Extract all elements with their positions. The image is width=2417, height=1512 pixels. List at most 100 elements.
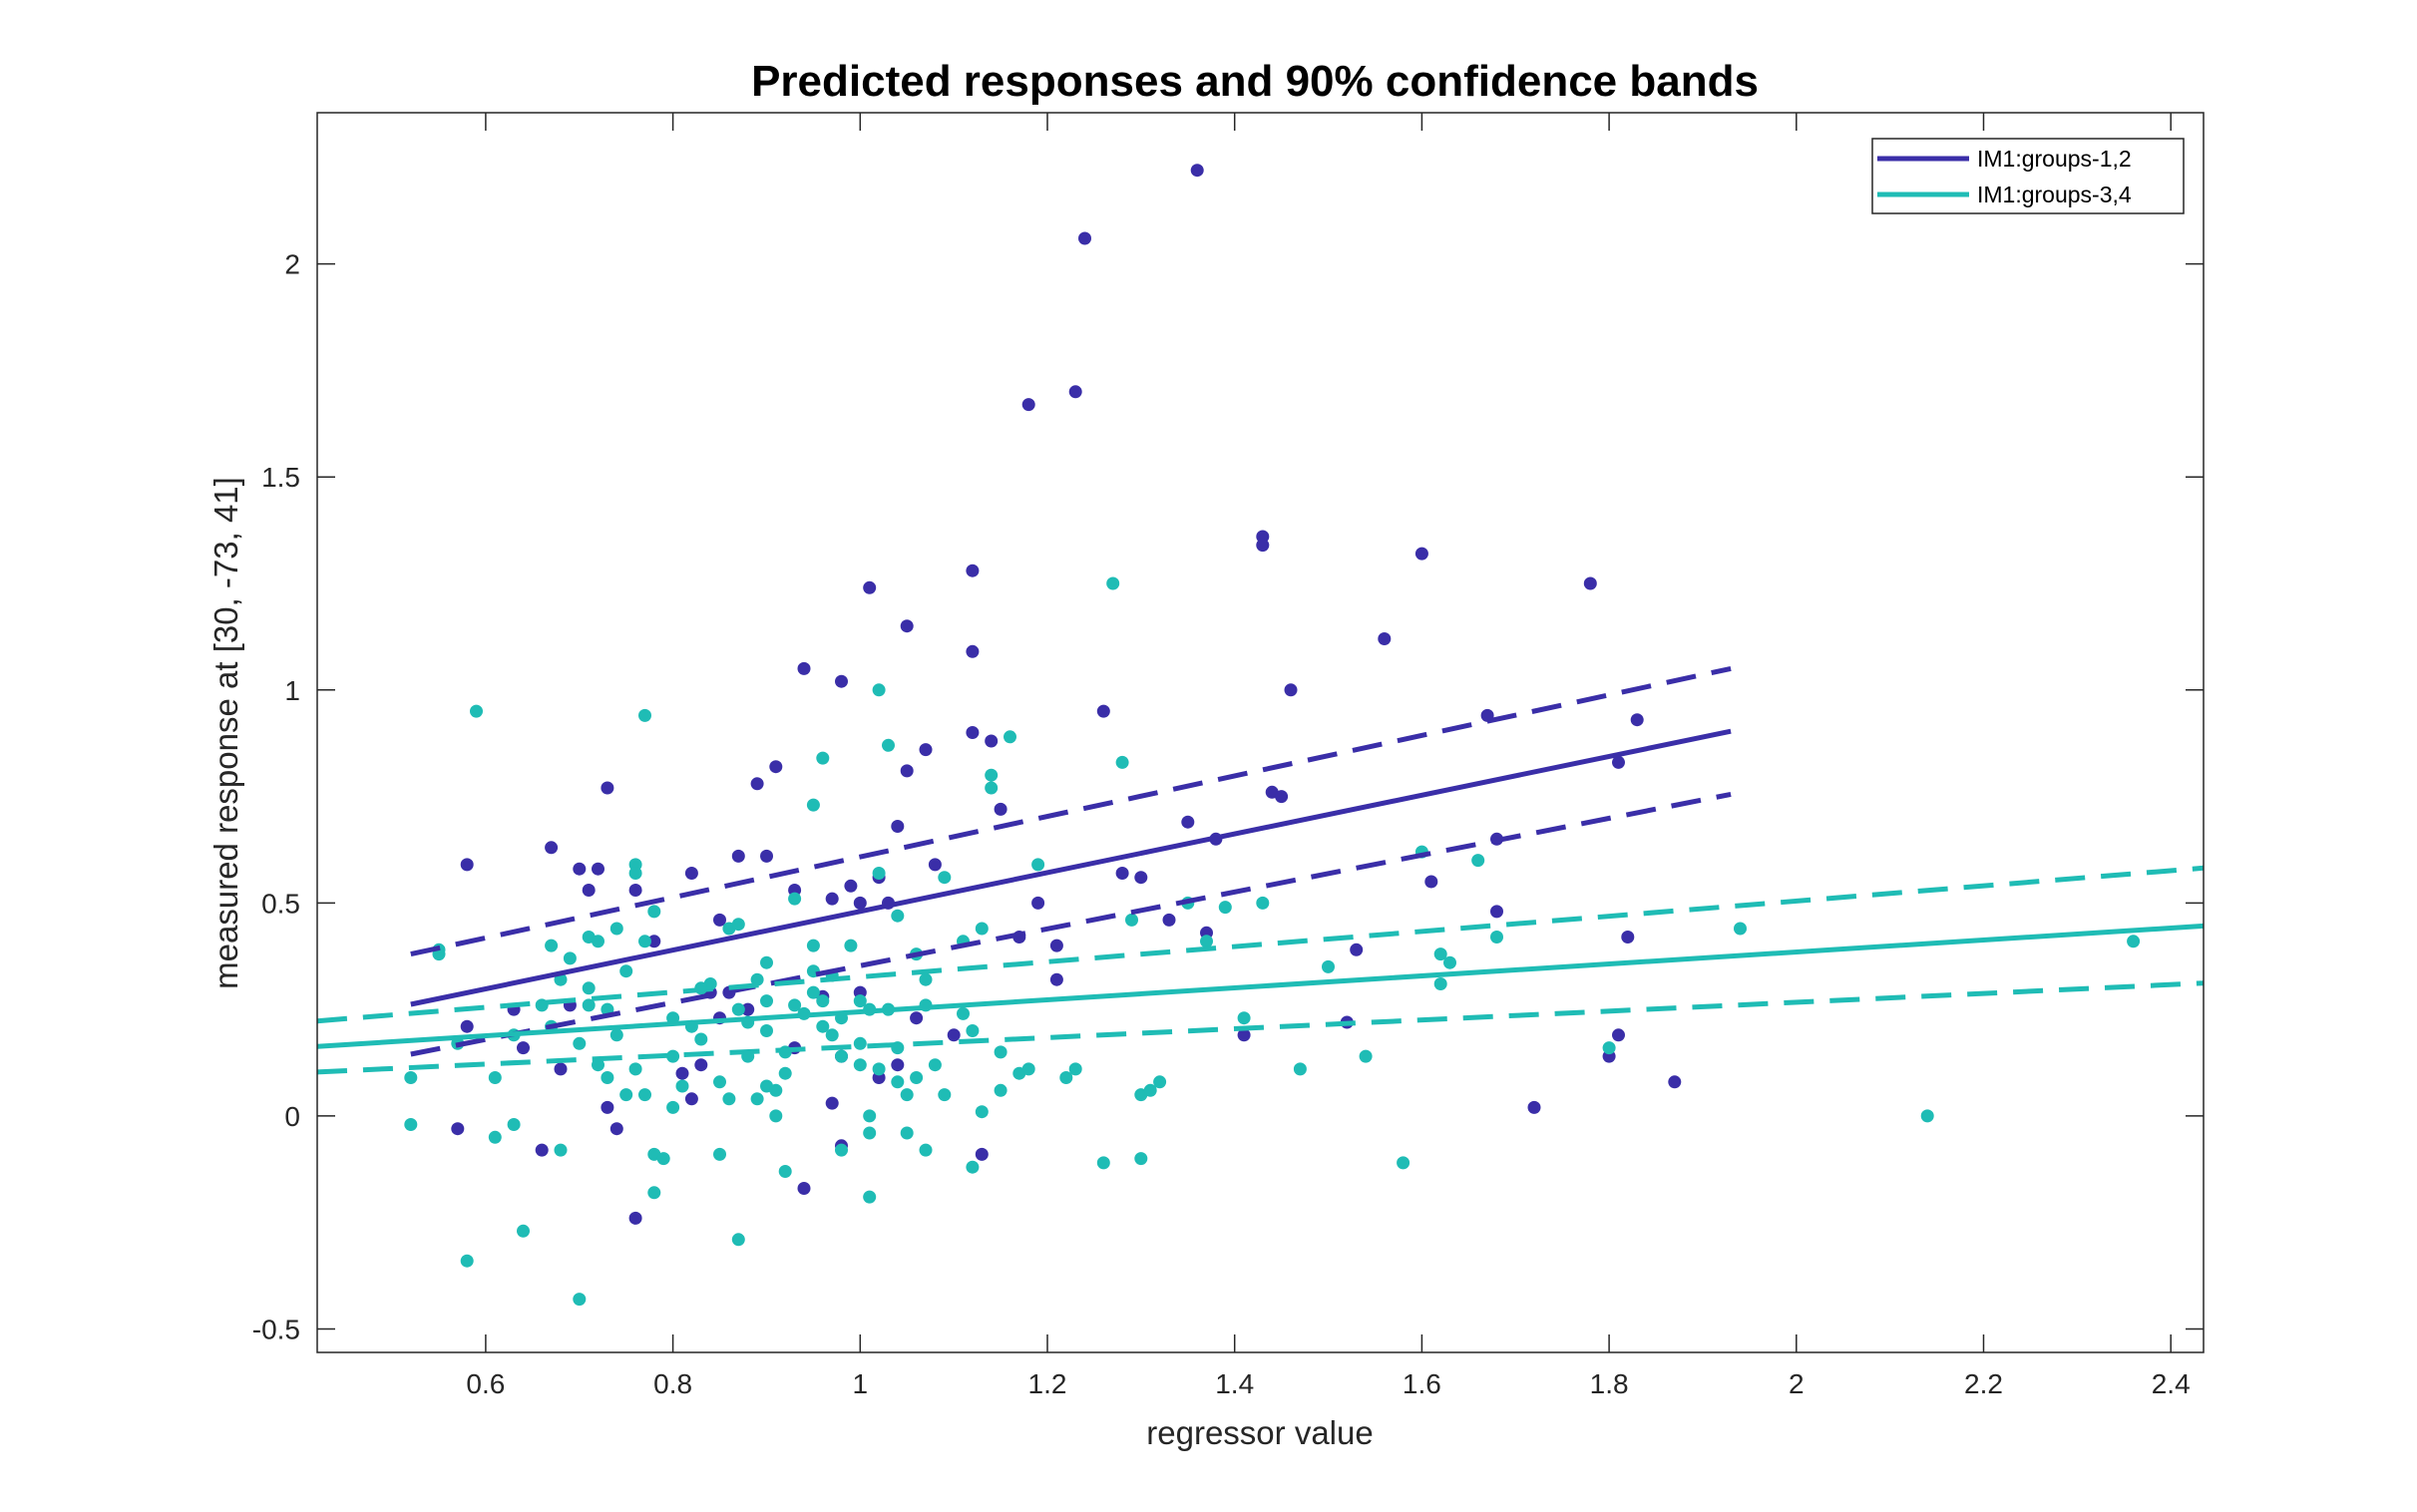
- axes-box: [316, 112, 2205, 1353]
- series-1-point: [545, 841, 559, 855]
- series-2-point: [592, 1058, 604, 1072]
- series-1-point: [1350, 943, 1364, 956]
- series-1-point: [694, 1058, 708, 1072]
- series-1-point: [1068, 385, 1082, 399]
- series-1-point: [1424, 875, 1438, 889]
- series-1-point: [1612, 755, 1625, 769]
- series-1-point: [1621, 931, 1635, 944]
- y-tick-label: 1: [284, 675, 300, 706]
- series-2-point: [1293, 1062, 1307, 1076]
- series-1-point: [1078, 231, 1091, 245]
- series-2-point: [891, 1075, 905, 1089]
- series-2-point: [722, 1092, 736, 1106]
- series-2-point: [863, 1126, 877, 1140]
- series-1-point: [966, 564, 980, 577]
- series-2-point: [609, 1028, 623, 1042]
- series-2-point: [760, 994, 773, 1008]
- series-2-point: [1256, 896, 1270, 910]
- series-1-point: [573, 862, 587, 876]
- series-2-point: [994, 1045, 1007, 1059]
- series-1-point: [684, 1092, 698, 1106]
- series-2-point: [1059, 1071, 1073, 1084]
- series-2-point: [601, 1071, 614, 1084]
- series-1-point: [891, 820, 905, 833]
- series-2-fit-line: [317, 923, 2204, 1049]
- series-2-point: [769, 1109, 783, 1123]
- series-2-point: [919, 1143, 933, 1157]
- series-2-point: [1068, 1062, 1082, 1076]
- series-1-point: [994, 802, 1007, 816]
- series-1-point: [1583, 576, 1597, 590]
- series-1-point: [628, 1211, 642, 1225]
- series-1-point: [1527, 1100, 1541, 1114]
- series-2-point: [853, 1036, 867, 1050]
- series-2-point: [1004, 730, 1016, 744]
- x-tick-label: 1: [853, 1368, 869, 1399]
- series-1-point: [1190, 164, 1204, 178]
- series-2-point: [573, 1293, 587, 1307]
- series-1-fit-line: [410, 728, 1732, 1007]
- series-1-point: [844, 879, 858, 893]
- series-1-point: [1049, 939, 1063, 952]
- series-2-point: [825, 1028, 839, 1042]
- series-2-point: [404, 1071, 418, 1084]
- series-1-point: [928, 858, 942, 872]
- series-2-point: [863, 1109, 877, 1123]
- axes: 0.6 0.8 1 1.2 1.4 1.6 1.8 2 2.2 2.4 -0.5 0 0.5 1 1.5 2: [252, 112, 2205, 1399]
- series-2-point: [928, 1058, 942, 1072]
- series-2-upper-confidence-band: [317, 865, 2204, 1024]
- series-1-point: [769, 760, 783, 774]
- y-tick-label: -0.5: [252, 1315, 300, 1345]
- series-2-point: [628, 867, 642, 880]
- series-1-point: [947, 1028, 961, 1042]
- series-1-point: [535, 1143, 549, 1157]
- series-2-point: [1218, 901, 1232, 915]
- series-1-point: [1668, 1075, 1682, 1089]
- series-2-point: [638, 935, 651, 948]
- series-2-point: [554, 1143, 568, 1157]
- series-2-point: [582, 998, 596, 1012]
- series-2-point: [985, 768, 999, 782]
- series-2-point: [788, 892, 802, 906]
- series-2-point: [488, 1130, 502, 1144]
- series-2-point: [1115, 755, 1129, 769]
- series-2-point: [1359, 1049, 1373, 1063]
- series-2-point: [470, 704, 483, 718]
- series-1-point: [910, 1011, 924, 1025]
- series-2-point: [872, 683, 886, 697]
- series-2-point: [882, 738, 895, 752]
- series-2-point: [816, 1019, 830, 1033]
- series-1-point: [891, 1058, 905, 1072]
- series-2-point: [638, 708, 651, 722]
- series-1-point: [582, 884, 596, 897]
- x-tick-label: 1.2: [1028, 1368, 1067, 1399]
- x-tick-label: 0.8: [653, 1368, 692, 1399]
- y-tick-label: 0.5: [261, 888, 300, 919]
- series-2-point: [628, 1062, 642, 1076]
- series-2-point: [778, 1165, 792, 1178]
- series-2-point: [994, 1083, 1007, 1097]
- plot-content: [317, 164, 2204, 1307]
- series-1-point: [900, 619, 914, 633]
- series-2-point: [619, 1088, 633, 1102]
- series-2-point: [582, 981, 596, 995]
- series-1-point: [741, 1002, 755, 1016]
- series-2-point: [713, 1147, 726, 1161]
- series-2-point: [966, 1160, 980, 1174]
- series-2-point: [1237, 1011, 1251, 1025]
- series-1-point: [797, 1182, 811, 1195]
- series-2-point: [853, 1058, 867, 1072]
- series-2-point: [647, 1186, 661, 1200]
- series-2-point: [731, 1233, 745, 1247]
- series-2-point: [957, 1006, 970, 1020]
- series-1-point: [1181, 815, 1195, 829]
- series-2-point: [1433, 947, 1447, 961]
- series-2-point: [666, 1049, 680, 1063]
- series-1-point: [760, 849, 773, 863]
- series-1-point: [1256, 539, 1270, 553]
- series-1-point: [731, 849, 745, 863]
- series-2-point: [919, 972, 933, 986]
- series-1-point: [713, 913, 726, 927]
- series-2-point: [675, 1079, 689, 1093]
- series-2-lower-confidence-band: [317, 980, 2204, 1075]
